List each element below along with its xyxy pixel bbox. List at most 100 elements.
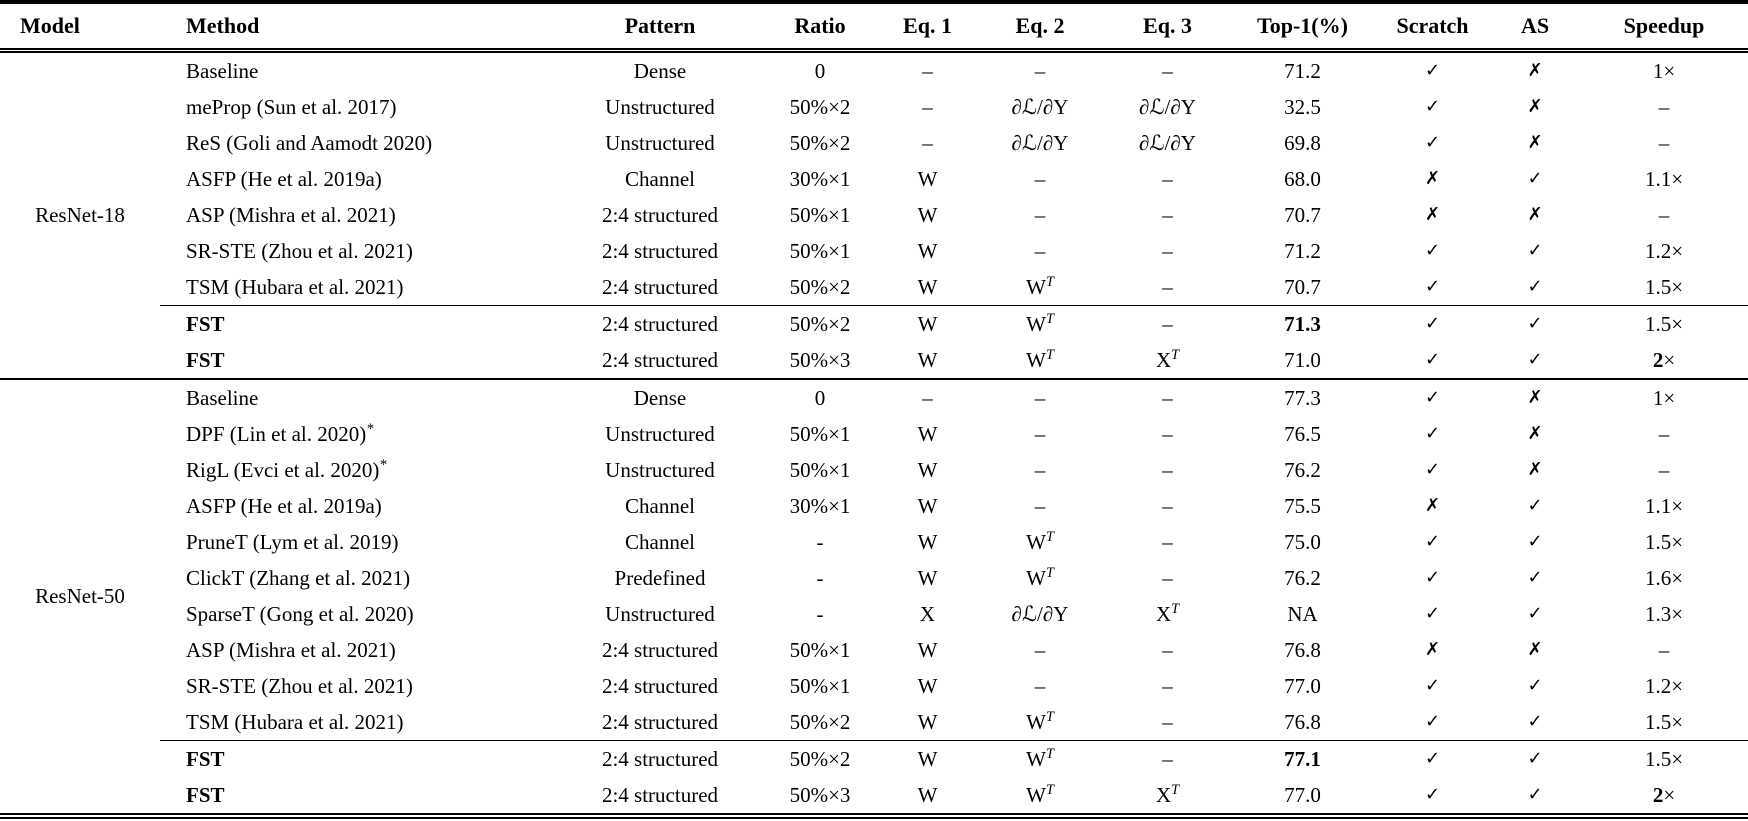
col-header-as: AS — [1490, 2, 1580, 53]
speedup-cell: – — [1658, 421, 1670, 446]
as-mark-cell: ✓ — [1527, 711, 1543, 732]
pattern-cell: Unstructured — [605, 457, 715, 482]
eq3-cell: – — [1162, 493, 1173, 518]
col-header-eq3: Eq. 3 — [1105, 2, 1230, 53]
scratch-mark-cell: ✓ — [1424, 96, 1441, 117]
speedup-cell: 1.2× — [1644, 673, 1684, 698]
eq3-cell: – — [1105, 305, 1230, 342]
method-cell: FST — [160, 305, 560, 342]
ratio-cell: 50%×1 — [789, 673, 851, 698]
speedup-cell: 1.5× — [1644, 709, 1684, 734]
as-mark-cell: ✗ — [1527, 204, 1543, 225]
eq2-cell: – — [975, 378, 1105, 416]
ratio-cell: 50%×2 — [760, 740, 880, 777]
eq2-cell: WT — [975, 740, 1105, 777]
table-row: ReS (Goli and Aamodt 2020) Unstructured … — [0, 125, 1748, 161]
scratch-mark-cell: ✓ — [1375, 305, 1490, 342]
top1-cell: 76.2 — [1284, 565, 1321, 590]
eq1-cell: W — [917, 782, 938, 807]
method-cell: FST — [186, 347, 225, 372]
speedup-cell: 1× — [1652, 58, 1676, 83]
ratio-cell: 50%×1 — [789, 421, 851, 446]
eq3-cell: ∂ℒ/∂Y — [1139, 130, 1196, 155]
method-cell: ClickT (Zhang et al. 2021) — [186, 565, 411, 590]
eq1-cell: W — [917, 202, 938, 227]
eq3-cell: – — [1162, 238, 1173, 263]
eq2-cell: WT — [1026, 781, 1054, 807]
top1-cell: 76.5 — [1284, 421, 1321, 446]
method-cell: FST — [186, 782, 225, 807]
method-cell: ASP (Mishra et al. 2021) — [186, 202, 396, 227]
eq1-cell: W — [917, 166, 938, 191]
top1-cell: 77.1 — [1230, 740, 1375, 777]
speedup-cell: 1.5× — [1644, 529, 1684, 554]
scratch-mark-cell: ✓ — [1424, 240, 1441, 261]
scratch-mark-cell: ✓ — [1424, 276, 1441, 297]
eq3-cell: – — [1162, 565, 1173, 590]
ratio-cell: 50%×1 — [789, 637, 851, 662]
col-header-model: Model — [0, 2, 160, 53]
eq3-cell: – — [1162, 529, 1173, 554]
as-mark-cell: ✓ — [1490, 305, 1580, 342]
ratio-cell: 50%×1 — [789, 457, 851, 482]
top1-cell: 71.0 — [1284, 347, 1321, 372]
eq1-cell: W — [917, 274, 938, 299]
method-cell: SR-STE (Zhou et al. 2021) — [186, 238, 413, 263]
scratch-mark-cell: ✓ — [1424, 60, 1441, 81]
table-row: SparseT (Gong et al. 2020) Unstructured … — [0, 596, 1748, 632]
eq2-cell: – — [1034, 238, 1046, 263]
as-mark-cell: ✓ — [1527, 168, 1543, 189]
ratio-cell: 50%×1 — [789, 238, 851, 263]
method-cell: ASFP (He et al. 2019a) — [186, 166, 382, 191]
eq2-cell: ∂ℒ/∂Y — [1011, 601, 1069, 626]
eq1-cell: W — [917, 347, 938, 372]
speedup-cell: – — [1658, 637, 1670, 662]
speedup-cell: 1.1× — [1644, 166, 1684, 191]
method-cell: SparseT (Gong et al. 2020) — [186, 601, 414, 626]
eq3-cell: XT — [1155, 781, 1180, 807]
table-row: ASFP (He et al. 2019a) Channel 30%×1 W –… — [0, 488, 1748, 524]
top1-cell: 75.5 — [1284, 493, 1321, 518]
eq3-cell: – — [1105, 740, 1230, 777]
eq3-cell: – — [1162, 202, 1173, 227]
speedup-cell: 1.5× — [1644, 274, 1684, 299]
eq3-cell: – — [1162, 457, 1173, 482]
eq1-cell: W — [917, 565, 938, 590]
eq2-cell: – — [1034, 457, 1046, 482]
group-resnet-18: ResNet-18 Baseline Dense 0 – – – 71.2 ✓ ✗… — [0, 51, 1748, 380]
method-cell: SR-STE (Zhou et al. 2021) — [186, 673, 413, 698]
method-cell: ASP (Mishra et al. 2021) — [186, 637, 396, 662]
header-row: Model Method Pattern Ratio Eq. 1 Eq. 2 E… — [0, 2, 1748, 53]
speedup-cell: – — [1658, 202, 1670, 227]
eq1-cell: W — [917, 238, 938, 263]
top1-cell: 77.0 — [1284, 673, 1321, 698]
eq1-cell: W — [917, 421, 938, 446]
top1-cell: 77.3 — [1230, 378, 1375, 416]
pattern-cell: Dense — [633, 58, 687, 83]
table-row: ASP (Mishra et al. 2021) 2:4 structured … — [0, 632, 1748, 668]
as-mark-cell: ✓ — [1527, 495, 1543, 516]
eq1-cell: W — [880, 740, 975, 777]
table-row: TSM (Hubara et al. 2021) 2:4 structured … — [0, 704, 1748, 741]
method-cell: DPF (Lin et al. 2020)* — [186, 420, 374, 446]
eq2-cell: – — [1034, 421, 1046, 446]
table-header: Model Method Pattern Ratio Eq. 1 Eq. 2 E… — [0, 2, 1748, 53]
speedup-cell: 2× — [1652, 347, 1676, 372]
col-header-speedup: Speedup — [1580, 2, 1748, 53]
as-mark-cell: ✗ — [1527, 423, 1543, 444]
pattern-cell: Predefined — [614, 565, 706, 590]
as-mark-cell: ✓ — [1527, 567, 1543, 588]
eq3-cell: – — [1162, 421, 1173, 446]
pattern-cell: Channel — [625, 493, 695, 518]
eq3-cell: – — [1162, 709, 1173, 734]
method-cell: TSM (Hubara et al. 2021) — [186, 709, 404, 734]
eq2-cell: WT — [1026, 346, 1054, 372]
ratio-cell: 50%×2 — [789, 94, 851, 119]
scratch-mark-cell: ✗ — [1424, 204, 1441, 225]
eq3-cell: ∂ℒ/∂Y — [1139, 94, 1196, 119]
as-mark-cell: ✓ — [1527, 349, 1543, 370]
scratch-mark-cell: ✓ — [1424, 567, 1441, 588]
top1-cell: 75.0 — [1284, 529, 1321, 554]
eq3-cell: – — [1162, 673, 1173, 698]
top1-cell: 70.7 — [1284, 202, 1321, 227]
